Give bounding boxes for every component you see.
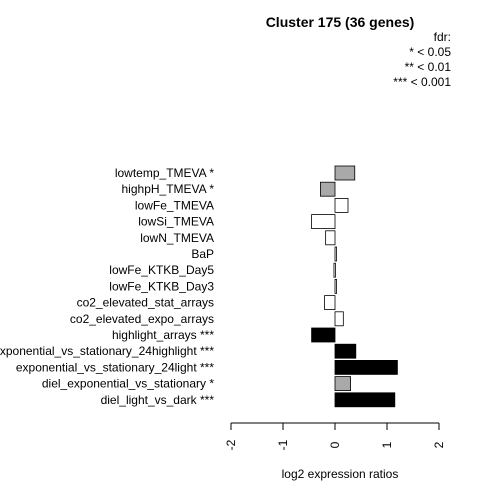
category-label: BaP: [191, 247, 214, 261]
legend-entry: ** < 0.01: [405, 60, 452, 74]
x-axis-label: log2 expression ratios: [282, 467, 399, 481]
x-axis: -2 -1 0 1 2: [224, 422, 446, 450]
legend: fdr:* < 0.05** < 0.01*** < 0.001: [393, 30, 451, 89]
bar: [334, 278, 337, 294]
bar: [324, 295, 336, 311]
legend-entry: * < 0.05: [409, 45, 451, 59]
category-label: exponential_vs_stationary_24highlight **…: [0, 344, 214, 358]
category-label: lowtemp_TMEVA *: [115, 166, 214, 180]
category-label: lowSi_TMEVA: [138, 215, 214, 229]
category-label: lowFe_TMEVA: [135, 198, 214, 212]
legend-title: fdr:: [434, 30, 451, 44]
bar: [334, 246, 337, 262]
bar: [311, 214, 336, 230]
category-label: co2_elevated_stat_arrays: [77, 296, 214, 310]
category-label: lowN_TMEVA: [140, 231, 214, 245]
category-label: diel_exponential_vs_stationary *: [42, 377, 214, 391]
x-tick-label: 0: [328, 441, 342, 448]
category-label: co2_elevated_expo_arrays: [70, 312, 214, 326]
category-label: diel_light_vs_dark ***: [101, 393, 215, 407]
bar: [334, 376, 352, 392]
bar: [334, 392, 396, 408]
x-tick-label: 2: [432, 441, 446, 448]
x-tick-label: -1: [276, 439, 290, 450]
chart-title: Cluster 175 (36 genes): [266, 14, 415, 30]
bar: [334, 197, 349, 213]
bar: [334, 359, 398, 375]
x-tick-label: 1: [380, 441, 394, 448]
bar: [334, 311, 344, 327]
category-label: highlight_arrays ***: [112, 328, 214, 342]
bar: [334, 343, 357, 359]
legend-entry: *** < 0.001: [393, 75, 451, 89]
bar: [320, 181, 336, 197]
category-label: lowFe_KTKB_Day5: [109, 263, 214, 277]
category-label: lowFe_KTKB_Day3: [109, 279, 214, 293]
bar-group: [311, 165, 398, 408]
x-tick-label: -2: [224, 439, 238, 450]
bar: [325, 230, 336, 246]
bar: [334, 165, 356, 181]
category-label: exponential_vs_stationary_24light ***: [16, 360, 214, 374]
bar: [311, 327, 336, 343]
category-label: highpH_TMEVA *: [122, 182, 215, 196]
category-labels: lowtemp_TMEVA * highpH_TMEVA * lowFe_TMEVA…: [0, 166, 214, 407]
bar: [333, 262, 336, 278]
